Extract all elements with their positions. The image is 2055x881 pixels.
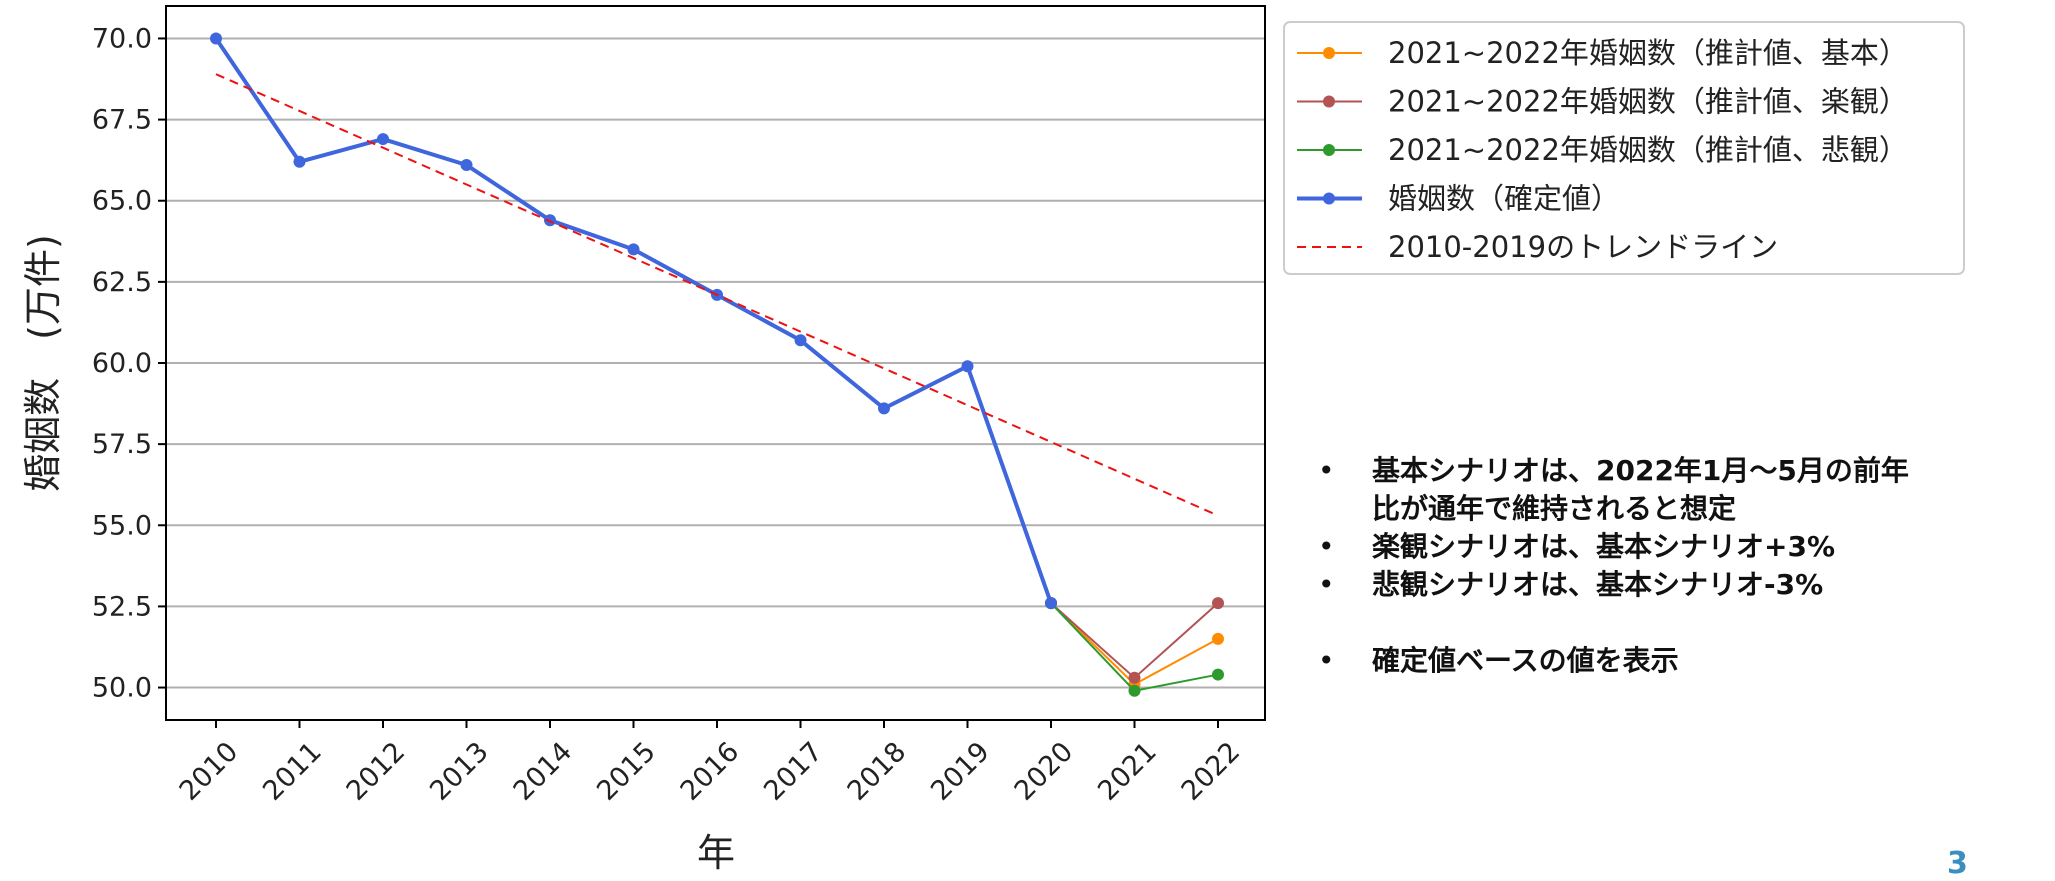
series-3-point-8 — [878, 402, 890, 415]
y-tick-label-5: 62.5 — [92, 267, 152, 298]
note-basic-scenario: 基本シナリオは、2022年1月～5月の前年比が通年で維持されると想定 — [1318, 452, 1932, 528]
series-3-point-2 — [377, 133, 389, 146]
y-tick-label-2: 55.0 — [92, 510, 152, 541]
x-tick-label-3: 2013 — [424, 736, 495, 807]
series-0-point-2 — [1212, 632, 1224, 645]
x-tick-label-6: 2016 — [675, 736, 746, 807]
legend-label-0: 2021~2022年婚姻数（推計値、基本） — [1388, 36, 1908, 70]
series-3-point-10 — [1045, 597, 1057, 610]
x-tick-label-12: 2022 — [1176, 736, 1247, 807]
notes-list: 基本シナリオは、2022年1月～5月の前年比が通年で維持されると想定 楽観シナリ… — [1318, 452, 2048, 680]
series-3-point-1 — [293, 155, 306, 168]
y-tick-label-7: 67.5 — [92, 105, 152, 136]
note-confirmed-values: 確定値ベースの値を表示 — [1318, 642, 2048, 680]
y-tick-label-3: 57.5 — [92, 429, 152, 460]
legend-label-3: 婚姻数（確定値） — [1388, 182, 1620, 216]
y-tick-label-1: 52.5 — [92, 591, 152, 622]
x-tick-label-5: 2015 — [591, 736, 662, 807]
x-tick-label-7: 2017 — [758, 736, 829, 807]
series-1-point-2 — [1212, 597, 1224, 610]
y-axis-title: 婚姻数 (万件) — [21, 234, 65, 492]
legend-marker-0 — [1323, 47, 1335, 59]
legend-box — [1283, 21, 1965, 275]
note-pessimistic-scenario: 悲観シナリオは、基本シナリオ-3% — [1318, 566, 2048, 604]
x-tick-label-4: 2014 — [508, 736, 579, 807]
series-3-point-0 — [210, 32, 222, 45]
x-tick-label-11: 2021 — [1092, 736, 1163, 807]
legend-marker-3 — [1323, 192, 1335, 205]
x-tick-label-1: 2011 — [257, 736, 328, 807]
x-tick-label-9: 2019 — [925, 736, 996, 807]
x-axis-title: 年 — [697, 831, 735, 873]
legend-label-4: 2010-2019のトレンドライン — [1388, 230, 1778, 264]
x-tick-label-0: 2010 — [174, 736, 245, 807]
series-3-point-5 — [627, 243, 640, 256]
legend-label-1: 2021~2022年婚姻数（推計値、楽観） — [1388, 85, 1908, 119]
legend-label-2: 2021~2022年婚姻数（推計値、悲観） — [1388, 133, 1908, 167]
series-3-point-9 — [961, 360, 974, 373]
x-tick-label-2: 2012 — [341, 736, 412, 807]
y-tick-label-0: 50.0 — [92, 673, 152, 704]
series-2-point-2 — [1212, 668, 1224, 681]
page-number: 3 — [1947, 846, 1968, 881]
series-1-point-1 — [1128, 671, 1141, 684]
note-optimistic-scenario: 楽観シナリオは、基本シナリオ+3% — [1318, 528, 2048, 566]
series-line-4 — [215, 73, 1219, 517]
series-2-point-1 — [1128, 684, 1141, 697]
series-3-point-3 — [460, 159, 473, 172]
y-tick-label-8: 70.0 — [92, 23, 152, 54]
series-line-1 — [1050, 602, 1219, 679]
y-tick-label-6: 65.0 — [92, 186, 152, 217]
legend-marker-1 — [1323, 95, 1335, 108]
legend-marker-2 — [1323, 144, 1335, 156]
y-tick-label-4: 60.0 — [92, 348, 152, 379]
x-tick-label-10: 2020 — [1009, 736, 1080, 807]
x-tick-label-8: 2018 — [842, 736, 913, 807]
series-3-point-7 — [794, 334, 807, 347]
series-line-3 — [214, 37, 1053, 604]
